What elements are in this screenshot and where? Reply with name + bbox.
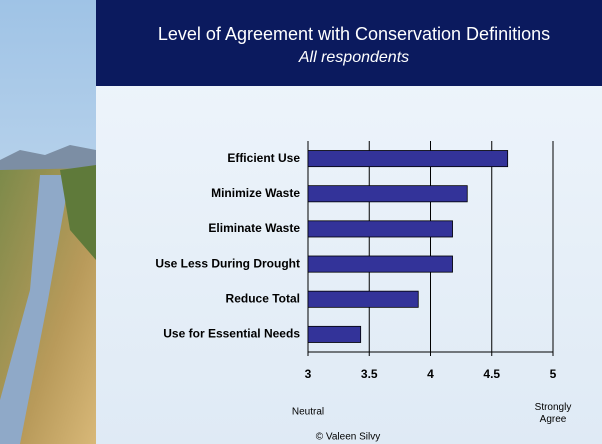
x-tick-label: 4 bbox=[427, 367, 434, 381]
chart-title: Level of Agreement with Conservation Def… bbox=[158, 24, 550, 44]
y-tick-label: Reduce Total bbox=[226, 291, 300, 305]
bar bbox=[308, 326, 361, 342]
slide: Level of Agreement with Conservation Def… bbox=[0, 0, 602, 444]
annotation: Strongly Agree bbox=[523, 402, 583, 426]
annotation: Neutral bbox=[292, 407, 324, 418]
y-tick-label: Use Less During Drought bbox=[155, 256, 300, 270]
chart: Level of Agreement with Conservation Def… bbox=[0, 0, 602, 444]
bar bbox=[308, 221, 453, 237]
bar bbox=[308, 150, 508, 166]
chart-subtitle: All respondents bbox=[298, 49, 409, 66]
bar bbox=[308, 186, 467, 202]
x-tick-label: 3 bbox=[305, 367, 312, 381]
y-tick-label: Eliminate Waste bbox=[208, 221, 300, 235]
y-tick-label: Minimize Waste bbox=[211, 186, 300, 200]
bar bbox=[308, 256, 453, 272]
bar bbox=[308, 291, 418, 307]
footer: © Valeen Silvy bbox=[316, 432, 380, 443]
y-tick-label: Efficient Use bbox=[227, 151, 300, 165]
photo bbox=[0, 0, 96, 444]
x-tick-label: 5 bbox=[550, 367, 557, 381]
x-tick-label: 4.5 bbox=[483, 367, 500, 381]
y-tick-label: Use for Essential Needs bbox=[163, 327, 300, 341]
x-tick-label: 3.5 bbox=[361, 367, 378, 381]
